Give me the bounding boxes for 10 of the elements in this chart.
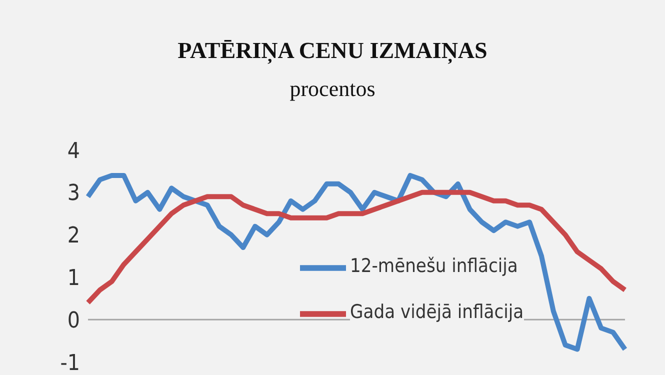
y-tick-label: 3 [67, 181, 80, 206]
legend-label: 12-mēnešu inflācija [350, 254, 518, 277]
y-tick-label: 0 [67, 308, 80, 334]
y-tick-label: 1 [67, 266, 80, 292]
y-tick-label: 4 [67, 138, 80, 164]
y-tick-label: 2 [67, 224, 80, 249]
chart-subtitle: procentos [288, 76, 376, 102]
y-tick-label: -1 [60, 350, 80, 375]
legend-label: Gada vidējā inflācija [350, 300, 524, 323]
chart-title: PATĒRIŅA CENU IZMAIŅAS [176, 38, 488, 64]
